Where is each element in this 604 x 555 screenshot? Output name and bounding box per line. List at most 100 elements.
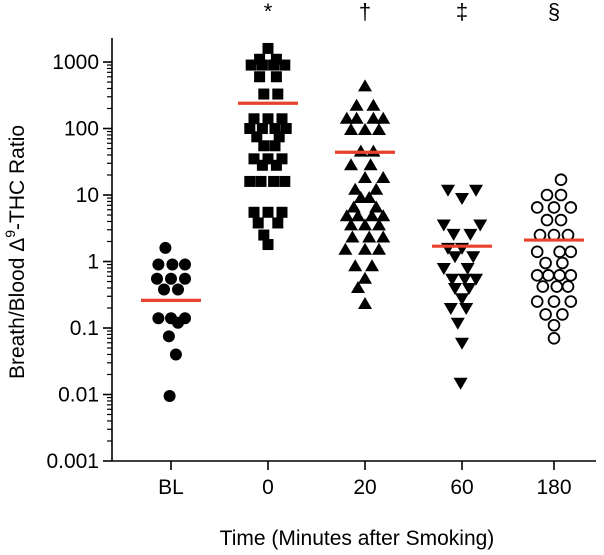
data-point bbox=[344, 218, 358, 231]
data-point bbox=[244, 175, 256, 187]
data-point bbox=[564, 245, 578, 259]
y-tick-label: 1 bbox=[87, 251, 99, 274]
axes bbox=[111, 38, 596, 462]
data-point bbox=[358, 218, 372, 231]
data-points bbox=[151, 42, 578, 402]
data-point bbox=[273, 131, 285, 143]
data-point bbox=[344, 158, 358, 171]
data-point bbox=[556, 308, 569, 321]
data-point bbox=[376, 209, 391, 222]
significance-mark: † bbox=[359, 0, 371, 24]
data-point bbox=[346, 200, 361, 213]
data-point bbox=[344, 122, 358, 135]
significance-mark: ‡ bbox=[456, 0, 468, 24]
data-point bbox=[269, 140, 281, 152]
data-point bbox=[279, 175, 291, 187]
data-point bbox=[369, 200, 384, 213]
data-point bbox=[245, 59, 257, 71]
data-point bbox=[530, 269, 544, 282]
data-point bbox=[358, 79, 372, 92]
data-point bbox=[547, 332, 561, 345]
data-point bbox=[339, 209, 354, 222]
data-point bbox=[251, 131, 263, 143]
data-point bbox=[436, 262, 451, 275]
data-point bbox=[446, 228, 461, 241]
data-point bbox=[276, 153, 288, 165]
data-point bbox=[162, 330, 175, 343]
data-point bbox=[372, 122, 386, 135]
y-tick-label: 0.001 bbox=[46, 450, 99, 473]
data-point bbox=[366, 144, 381, 157]
data-point bbox=[358, 122, 372, 135]
data-point bbox=[268, 59, 280, 71]
significance-marks: * † ‡ § bbox=[264, 0, 560, 24]
data-point bbox=[254, 71, 266, 83]
data-point bbox=[457, 273, 472, 286]
data-point bbox=[169, 348, 182, 361]
x-tick-label: BL bbox=[158, 476, 184, 499]
data-point bbox=[459, 302, 474, 315]
y-axis-title-main: Breath/Blood Δ bbox=[6, 238, 29, 379]
significance-mark: § bbox=[548, 0, 560, 24]
data-point bbox=[351, 209, 365, 222]
data-point bbox=[270, 71, 282, 83]
data-point bbox=[365, 209, 379, 222]
data-point bbox=[450, 317, 465, 330]
data-point bbox=[270, 159, 282, 171]
data-point bbox=[258, 229, 270, 241]
data-point bbox=[152, 312, 165, 325]
data-point bbox=[258, 140, 270, 152]
data-point bbox=[530, 245, 544, 259]
data-point bbox=[270, 53, 282, 65]
y-tick-label: 0.1 bbox=[70, 317, 99, 340]
data-point bbox=[547, 318, 561, 332]
y-tick-label: 1000 bbox=[52, 51, 99, 74]
data-point bbox=[172, 283, 184, 296]
mean-lines bbox=[141, 101, 584, 303]
data-point bbox=[254, 53, 266, 65]
data-point bbox=[556, 256, 569, 270]
data-point bbox=[372, 242, 386, 255]
data-point bbox=[530, 201, 544, 214]
data-point bbox=[262, 42, 274, 54]
data-point bbox=[358, 296, 372, 309]
data-point bbox=[539, 256, 552, 270]
data-point bbox=[248, 153, 260, 165]
data-point bbox=[462, 282, 476, 295]
data-point bbox=[463, 228, 478, 241]
data-point bbox=[255, 175, 267, 187]
data-point bbox=[269, 123, 281, 135]
data-point bbox=[376, 230, 391, 243]
data-point bbox=[348, 259, 363, 272]
data-point bbox=[553, 245, 566, 259]
data-point bbox=[338, 242, 353, 255]
data-point bbox=[366, 111, 381, 124]
data-point bbox=[349, 98, 364, 111]
y-axis-title: Breath/Blood Δ9-THC Ratio bbox=[2, 125, 29, 379]
data-point bbox=[272, 217, 284, 229]
data-point bbox=[279, 59, 291, 71]
data-point bbox=[376, 111, 391, 124]
data-point bbox=[469, 273, 483, 286]
data-point bbox=[564, 201, 578, 214]
data-point bbox=[530, 295, 544, 308]
data-point bbox=[358, 242, 372, 255]
y-tick-label: 100 bbox=[64, 118, 99, 141]
data-point bbox=[358, 271, 372, 284]
data-point bbox=[262, 206, 274, 218]
data-point bbox=[166, 258, 179, 271]
data-point bbox=[159, 241, 172, 254]
data-point bbox=[473, 219, 488, 232]
data-point bbox=[351, 280, 365, 293]
data-point bbox=[179, 258, 191, 271]
data-point bbox=[445, 273, 460, 286]
x-ticks: BL 0 20 60 180 bbox=[158, 461, 572, 499]
data-point bbox=[163, 389, 176, 402]
x-tick-label: 20 bbox=[353, 476, 376, 499]
x-tick-label: 180 bbox=[536, 476, 571, 499]
y-axis-title-superscript: 9 bbox=[2, 230, 18, 238]
data-point bbox=[268, 175, 280, 187]
y-axis-title-suffix: -THC Ratio bbox=[6, 125, 29, 230]
data-point bbox=[547, 201, 561, 214]
